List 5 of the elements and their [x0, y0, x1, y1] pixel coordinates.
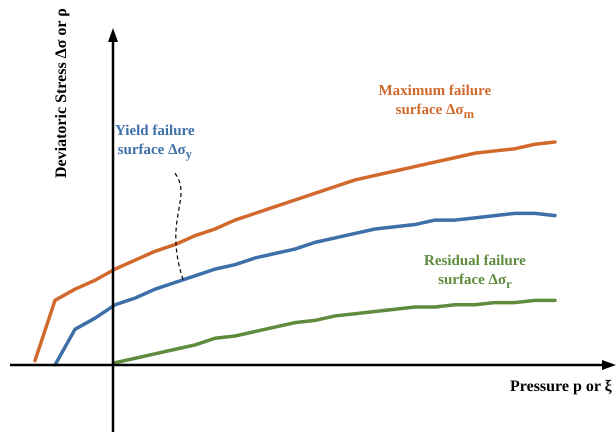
text: Maximum failure surface Δσ$_{m}$ — [378, 82, 492, 124]
x-axis-title: Pressure p or ξ — [510, 377, 612, 396]
text: Yield failure surface Δσ$_{y}$ — [115, 122, 195, 164]
y-axis-title: Deviatoric Stress Δσ or ρ — [52, 8, 71, 178]
series-label: Residual failure surface Δσ$_{r}$ — [424, 252, 526, 293]
